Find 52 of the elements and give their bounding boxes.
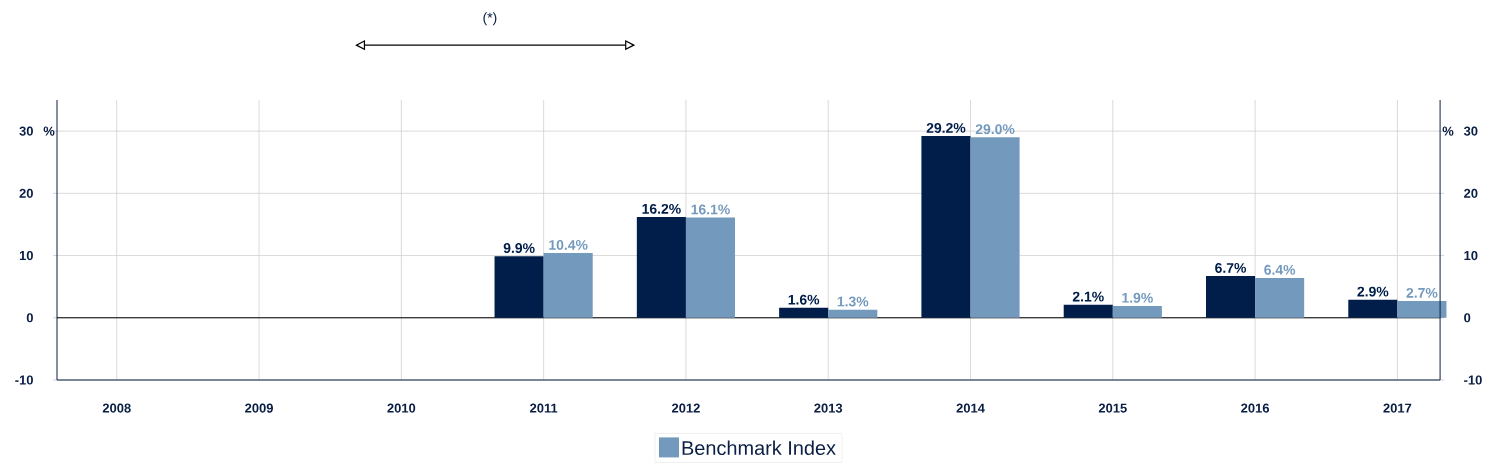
bar	[636, 216, 686, 318]
x-tick-label: 2008	[102, 403, 131, 413]
y-tick-label: 20	[1464, 188, 1478, 198]
legend-label: Benchmark Index	[682, 440, 836, 456]
bar	[779, 307, 829, 318]
data-label: 1.3%	[837, 296, 869, 307]
data-label: 2.9%	[1357, 286, 1389, 297]
y2-tick-label: 30	[19, 126, 33, 136]
y-tick-label: 30	[1463, 126, 1478, 136]
x-tick-label: 2011	[530, 403, 558, 413]
y2-tick-label: 0	[26, 313, 33, 323]
x-tick-label: 2015	[1098, 403, 1127, 413]
data-label: 2.1%	[1072, 291, 1104, 302]
data-label: 1.9%	[1122, 292, 1153, 303]
bar	[543, 253, 593, 318]
data-label: 29.2%	[926, 123, 966, 133]
bar	[685, 217, 736, 318]
x-tick-label: 2014	[956, 403, 985, 413]
x-tick-label: 2010	[387, 403, 416, 413]
data-label: 1.6%	[788, 294, 820, 305]
bar	[1206, 276, 1256, 318]
y2-tick-label: -10	[15, 375, 33, 385]
data-label: 16.1%	[691, 204, 730, 215]
bar	[921, 136, 971, 318]
y2-tick-label: 20	[19, 188, 33, 198]
data-label: 6.7%	[1215, 263, 1247, 273]
text: (*)	[483, 12, 497, 26]
x-tick-label: 2017	[1383, 403, 1412, 413]
bar	[1397, 300, 1447, 318]
data-label: 2.7%	[1406, 287, 1438, 298]
x-tick-label: 2009	[245, 403, 273, 413]
x-tick-label: 2016	[1241, 403, 1270, 413]
bar	[1112, 305, 1162, 318]
data-label: 10.4%	[549, 239, 588, 250]
y2-tick-label: 10	[19, 250, 33, 261]
y-tick-label: -10	[1464, 375, 1482, 385]
text: %	[1442, 126, 1454, 136]
x-tick-label: 2012	[671, 403, 700, 413]
y-tick-label: 10	[1464, 250, 1478, 261]
data-label: 29.0%	[975, 124, 1015, 135]
x-tick-label: 2013	[814, 403, 843, 413]
data-label: 9.9%	[503, 243, 535, 253]
bar	[1348, 299, 1398, 318]
bar	[1255, 277, 1305, 318]
data-label: 16.2%	[642, 203, 681, 214]
bar	[1063, 304, 1113, 318]
y-tick-label: 0	[1464, 313, 1471, 323]
bar	[494, 256, 544, 318]
text: %	[43, 126, 55, 136]
bar	[970, 137, 1020, 318]
bar	[828, 309, 878, 318]
data-label: 6.4%	[1264, 264, 1296, 275]
